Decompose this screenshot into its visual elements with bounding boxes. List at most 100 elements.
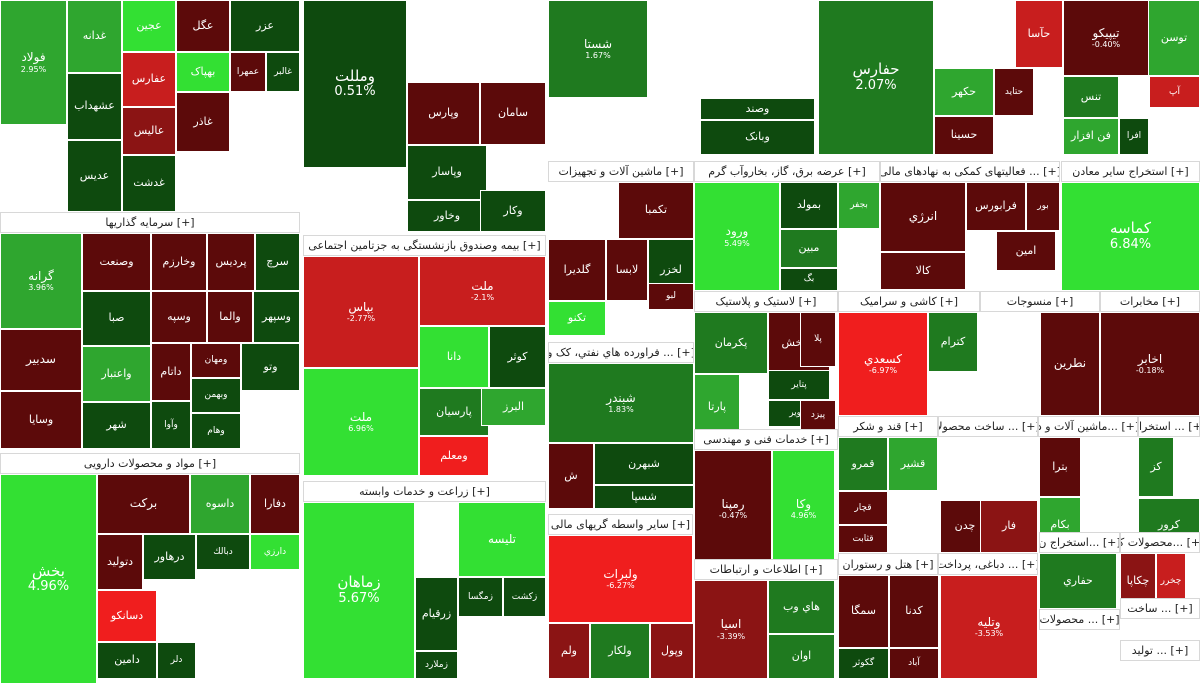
treemap-tile[interactable]: دارزي <box>250 534 300 570</box>
treemap-tile[interactable]: ولكار <box>590 623 650 679</box>
sector-header[interactable]: ساخت ... [+] <box>1120 598 1200 619</box>
treemap-tile[interactable]: حتايد <box>994 68 1034 116</box>
treemap-tile[interactable]: صبا <box>82 291 151 346</box>
treemap-tile[interactable]: امين <box>996 231 1056 271</box>
sector-header[interactable]: اطلاعات و ارتباطات [+] <box>694 559 838 580</box>
treemap-tile[interactable]: واعتبار <box>82 346 151 402</box>
treemap-tile[interactable]: كدنا <box>889 575 939 648</box>
treemap-tile[interactable]: رمپنا -0.47% <box>694 450 772 568</box>
sector-header[interactable]: سرمایه گذاریها [+] <box>0 212 300 233</box>
treemap-tile[interactable]: نطرين <box>1040 312 1100 416</box>
treemap-tile[interactable]: عديس <box>67 140 122 212</box>
treemap-tile[interactable]: سامان <box>480 82 546 145</box>
treemap-tile[interactable]: دامين <box>97 642 157 679</box>
sector-header[interactable]: زراعت و خدمات وابسته [+] <box>303 481 546 502</box>
sector-header[interactable]: ماشین آلات و تجهیزات [+] <box>548 161 694 182</box>
treemap-tile[interactable]: حسينا <box>934 116 994 155</box>
treemap-tile[interactable]: انرژي <box>880 182 966 252</box>
treemap-tile[interactable]: وخارزم <box>151 233 207 291</box>
treemap-tile[interactable]: عفارس <box>122 52 176 107</box>
treemap-tile[interactable]: حكهر <box>934 68 994 116</box>
treemap-tile[interactable]: دتوليد <box>97 534 143 590</box>
treemap-tile[interactable]: لابسا <box>606 239 648 301</box>
treemap-tile[interactable]: دفارا <box>250 474 300 534</box>
sector-header[interactable]: محصولات کا... [+] <box>1120 532 1200 553</box>
treemap-tile[interactable]: حآسا <box>1015 0 1063 68</box>
treemap-tile[interactable]: زماهان 5.67% <box>303 502 415 679</box>
treemap-tile[interactable]: ورود 5.49% <box>694 182 780 291</box>
treemap-tile[interactable]: ولم <box>548 623 590 679</box>
treemap-tile[interactable]: غالبر <box>266 52 300 92</box>
treemap-tile[interactable]: وسپهر <box>253 291 300 343</box>
treemap-tile[interactable]: ش <box>548 443 594 509</box>
treemap-tile[interactable]: توسن <box>1148 0 1200 76</box>
sector-header[interactable]: کاشی و سرامیک [+] <box>838 291 980 312</box>
treemap-tile[interactable]: تيپيكو -0.40% <box>1063 0 1149 76</box>
treemap-tile[interactable]: حفاري <box>1039 553 1117 609</box>
treemap-tile[interactable]: آپ <box>1149 76 1200 108</box>
treemap-tile[interactable]: پلا <box>800 312 836 367</box>
treemap-tile[interactable]: گكوثر <box>838 648 889 679</box>
treemap-tile[interactable]: ومهان <box>191 343 241 378</box>
treemap-tile[interactable]: داتام <box>151 343 191 401</box>
treemap-tile[interactable]: مبين <box>780 229 838 268</box>
treemap-tile[interactable]: وبهمن <box>191 378 241 413</box>
treemap-tile[interactable]: شستا 1.67% <box>548 0 648 98</box>
sector-header[interactable]: ساخت محصولا ... [+] <box>938 416 1038 437</box>
treemap-tile[interactable]: وکار <box>480 190 546 232</box>
sector-header[interactable]: فراورده هاي نفتي، کک و ... [+] <box>548 342 694 363</box>
treemap-tile[interactable]: فرابورس <box>966 182 1026 231</box>
treemap-tile[interactable]: سمگا <box>838 575 889 648</box>
treemap-tile[interactable]: وسپه <box>151 291 207 343</box>
sector-header[interactable]: منسوجات [+] <box>980 291 1100 312</box>
sector-header[interactable]: محصولات ... [+] <box>1039 609 1120 630</box>
treemap-tile[interactable]: اوان <box>768 634 835 679</box>
treemap-tile[interactable]: زملارد <box>415 651 458 679</box>
treemap-tile[interactable]: بپاس -2.77% <box>303 256 419 368</box>
treemap-tile[interactable]: پيزد <box>800 400 836 430</box>
treemap-tile[interactable]: وتليه -3.53% <box>940 575 1038 679</box>
treemap-tile[interactable]: اخابر -0.18% <box>1100 312 1200 416</box>
treemap-tile[interactable]: دبالك <box>196 534 250 570</box>
treemap-tile[interactable]: عگل <box>176 0 230 52</box>
treemap-tile[interactable]: بهپاک <box>176 52 230 92</box>
treemap-tile[interactable]: دسانكو <box>97 590 157 642</box>
treemap-tile[interactable]: كسعدي -6.97% <box>838 312 928 416</box>
treemap-tile[interactable]: وهام <box>191 413 241 449</box>
treemap-tile[interactable]: والما <box>207 291 253 343</box>
treemap-tile[interactable]: كماسه 6.84% <box>1061 182 1200 291</box>
treemap-tile[interactable]: غاذر <box>176 92 230 152</box>
treemap-tile[interactable]: البرز <box>481 388 546 426</box>
treemap-tile[interactable]: ومعلم <box>419 436 489 476</box>
treemap-tile[interactable]: تليسه <box>458 502 546 577</box>
treemap-tile[interactable]: وپارس <box>407 82 480 145</box>
treemap-tile[interactable]: فولاد 2.95% <box>0 0 67 125</box>
sector-header[interactable]: تولید ... [+] <box>1120 640 1200 661</box>
treemap-tile[interactable]: بركت <box>97 474 190 534</box>
treemap-tile[interactable]: بخش 4.96% <box>0 474 97 684</box>
sector-header[interactable]: لاستیک و پلاستیک [+] <box>694 291 838 312</box>
treemap-tile[interactable]: پتاير <box>768 370 830 400</box>
treemap-tile[interactable]: قمرو <box>838 437 888 491</box>
treemap-tile[interactable]: وصند <box>700 98 815 120</box>
treemap-tile[interactable]: افرا <box>1119 118 1149 155</box>
treemap-tile[interactable]: زرقيام <box>415 577 458 651</box>
treemap-tile[interactable]: تکمبا <box>618 182 694 239</box>
treemap-tile[interactable]: وخاور <box>407 200 487 232</box>
treemap-tile[interactable]: پارسيان <box>419 388 489 436</box>
sector-header[interactable]: مواد و محصولات دارویی [+] <box>0 453 300 474</box>
treemap-tile[interactable]: ومللت 0.51% <box>303 0 407 168</box>
treemap-tile[interactable]: تنس <box>1063 76 1119 118</box>
treemap-tile[interactable]: وتو <box>241 343 300 391</box>
treemap-tile[interactable]: پكرمان <box>694 312 768 374</box>
treemap-tile[interactable]: پرديس <box>207 233 255 291</box>
treemap-tile[interactable]: بور <box>1026 182 1060 231</box>
sector-header[interactable]: بیمه وصندوق بازنشستگی به جزتامین اجتماعی… <box>303 235 546 256</box>
treemap-tile[interactable]: بگ <box>780 268 838 291</box>
treemap-tile[interactable]: بترا <box>1039 437 1081 497</box>
sector-header[interactable]: استخراج ... [+] <box>1138 416 1200 437</box>
treemap-tile[interactable]: آباد <box>889 648 939 679</box>
treemap-tile[interactable]: بجفر <box>838 182 880 229</box>
sector-header[interactable]: عرضه برق، گاز، بخاروآب گرم [+] <box>694 161 880 182</box>
treemap-tile[interactable]: ولبرات -6.27% <box>548 535 693 623</box>
